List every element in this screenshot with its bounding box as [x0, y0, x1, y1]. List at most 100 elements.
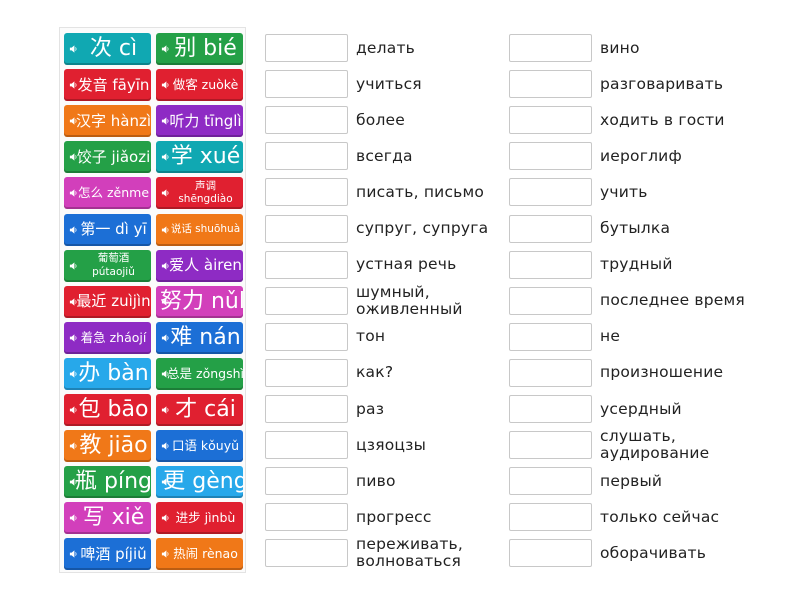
- drop-target-right[interactable]: [509, 106, 592, 135]
- definition-left: всегда: [356, 146, 413, 165]
- speaker-icon[interactable]: [161, 333, 170, 342]
- word-tile[interactable]: 饺子 jiǎozi: [64, 141, 151, 174]
- speaker-icon[interactable]: [69, 442, 78, 451]
- drop-target-left[interactable]: [265, 286, 348, 315]
- speaker-icon[interactable]: [69, 153, 78, 162]
- word-tile[interactable]: 包 bāo: [64, 394, 151, 426]
- word-tile[interactable]: 声调 shēngdiào: [156, 177, 243, 210]
- word-tile[interactable]: 进步 jìnbù: [156, 502, 243, 535]
- word-tile[interactable]: 最近 zuìjìn: [64, 285, 151, 318]
- drop-target-left[interactable]: [265, 106, 348, 135]
- speaker-icon[interactable]: [69, 45, 78, 54]
- drop-target-left[interactable]: [265, 467, 348, 496]
- word-tile[interactable]: 第一 dì yī: [64, 213, 151, 246]
- drop-target-left[interactable]: [265, 358, 348, 387]
- word-tile[interactable]: 汉字 hànzì: [64, 105, 151, 138]
- word-tile[interactable]: 别 bié: [156, 33, 243, 65]
- word-tile[interactable]: 啤酒 píjiǔ: [64, 538, 151, 571]
- word-tile-label: 次 cì: [89, 36, 138, 61]
- word-tile[interactable]: 着急 zháojí: [64, 321, 151, 354]
- speaker-icon[interactable]: [161, 81, 170, 90]
- word-tile[interactable]: 办 bàn: [64, 357, 151, 390]
- word-tile[interactable]: 学 xué: [156, 141, 243, 174]
- speaker-icon[interactable]: [161, 225, 170, 234]
- speaker-icon[interactable]: [161, 478, 170, 487]
- word-tile[interactable]: 说话 shuōhuà: [156, 213, 243, 246]
- speaker-icon[interactable]: [69, 189, 78, 198]
- speaker-icon[interactable]: [69, 333, 78, 342]
- word-tile-label: 爱人 àiren: [169, 256, 242, 275]
- drop-target-right[interactable]: [509, 34, 592, 62]
- word-tile-label: 最近 zuìjìn: [76, 292, 151, 311]
- drop-target-right[interactable]: [509, 250, 592, 279]
- word-tile[interactable]: 更 gèng: [156, 466, 243, 499]
- definition-right: последнее время: [600, 291, 745, 310]
- drop-target-left[interactable]: [265, 142, 348, 171]
- word-tile[interactable]: 才 cái: [156, 394, 243, 426]
- drop-target-left[interactable]: [265, 431, 348, 460]
- word-tile-label: 热闹 rènao: [173, 546, 238, 562]
- word-tile[interactable]: 瓶 píng: [64, 466, 151, 499]
- drop-target-left[interactable]: [265, 178, 348, 207]
- drop-target-right[interactable]: [509, 70, 592, 99]
- speaker-icon[interactable]: [69, 81, 78, 90]
- word-tile[interactable]: 写 xiě: [64, 502, 151, 535]
- speaker-icon[interactable]: [161, 550, 170, 559]
- drop-target-left[interactable]: [265, 503, 348, 532]
- drop-target-left[interactable]: [265, 395, 348, 423]
- speaker-icon[interactable]: [161, 369, 170, 378]
- word-tile-label: 葡萄酒 pútaojiǔ: [92, 252, 135, 278]
- word-tile[interactable]: 听力 tīnglì: [156, 105, 243, 138]
- drop-target-left[interactable]: [265, 34, 348, 62]
- definition-left: делать: [356, 38, 416, 57]
- speaker-icon[interactable]: [69, 225, 78, 234]
- drop-target-right[interactable]: [509, 395, 592, 423]
- definition-right: слушать, аудирование: [600, 427, 710, 463]
- drop-target-right[interactable]: [509, 431, 592, 460]
- drop-target-right[interactable]: [509, 539, 592, 568]
- drop-target-right[interactable]: [509, 467, 592, 496]
- word-tile[interactable]: 怎么 zěnme: [64, 177, 151, 210]
- drop-target-right[interactable]: [509, 178, 592, 207]
- word-tile[interactable]: 次 cì: [64, 33, 151, 65]
- speaker-icon[interactable]: [69, 550, 78, 559]
- word-tile[interactable]: 葡萄酒 pútaojiǔ: [64, 249, 151, 282]
- word-tile[interactable]: 做客 zuòkè: [156, 69, 243, 102]
- word-tile[interactable]: 难 nán: [156, 321, 243, 354]
- drop-target-right[interactable]: [509, 214, 592, 243]
- speaker-icon[interactable]: [161, 189, 170, 198]
- word-tile[interactable]: 总是 zǒngshì: [156, 357, 243, 390]
- drop-target-left[interactable]: [265, 539, 348, 568]
- speaker-icon[interactable]: [69, 406, 78, 415]
- drop-target-left[interactable]: [265, 250, 348, 279]
- speaker-icon[interactable]: [161, 514, 170, 523]
- word-tile[interactable]: 教 jiāo: [64, 430, 151, 463]
- drop-target-left[interactable]: [265, 214, 348, 243]
- speaker-icon[interactable]: [69, 261, 78, 270]
- speaker-icon[interactable]: [69, 514, 78, 523]
- speaker-icon[interactable]: [161, 297, 170, 306]
- drop-target-right[interactable]: [509, 503, 592, 532]
- speaker-icon[interactable]: [161, 45, 170, 54]
- word-tile[interactable]: 爱人 àiren: [156, 249, 243, 282]
- speaker-icon[interactable]: [161, 117, 170, 126]
- word-tile-label: 学 xué: [170, 144, 241, 170]
- word-tile[interactable]: 努力 nǔlì: [156, 285, 243, 318]
- drop-target-right[interactable]: [509, 358, 592, 387]
- word-tile[interactable]: 热闹 rènao: [156, 538, 243, 571]
- drop-target-right[interactable]: [509, 322, 592, 351]
- drop-target-right[interactable]: [509, 286, 592, 315]
- speaker-icon[interactable]: [69, 369, 78, 378]
- speaker-icon[interactable]: [69, 297, 78, 306]
- drop-target-right[interactable]: [509, 142, 592, 171]
- drop-target-left[interactable]: [265, 322, 348, 351]
- speaker-icon[interactable]: [161, 153, 170, 162]
- drop-target-left[interactable]: [265, 70, 348, 99]
- word-tile[interactable]: 发音 fāyīn: [64, 69, 151, 102]
- speaker-icon[interactable]: [161, 261, 170, 270]
- speaker-icon[interactable]: [161, 442, 170, 451]
- speaker-icon[interactable]: [69, 478, 78, 487]
- word-tile[interactable]: 口语 kǒuyǔ: [156, 430, 243, 463]
- speaker-icon[interactable]: [161, 406, 170, 415]
- speaker-icon[interactable]: [69, 117, 78, 126]
